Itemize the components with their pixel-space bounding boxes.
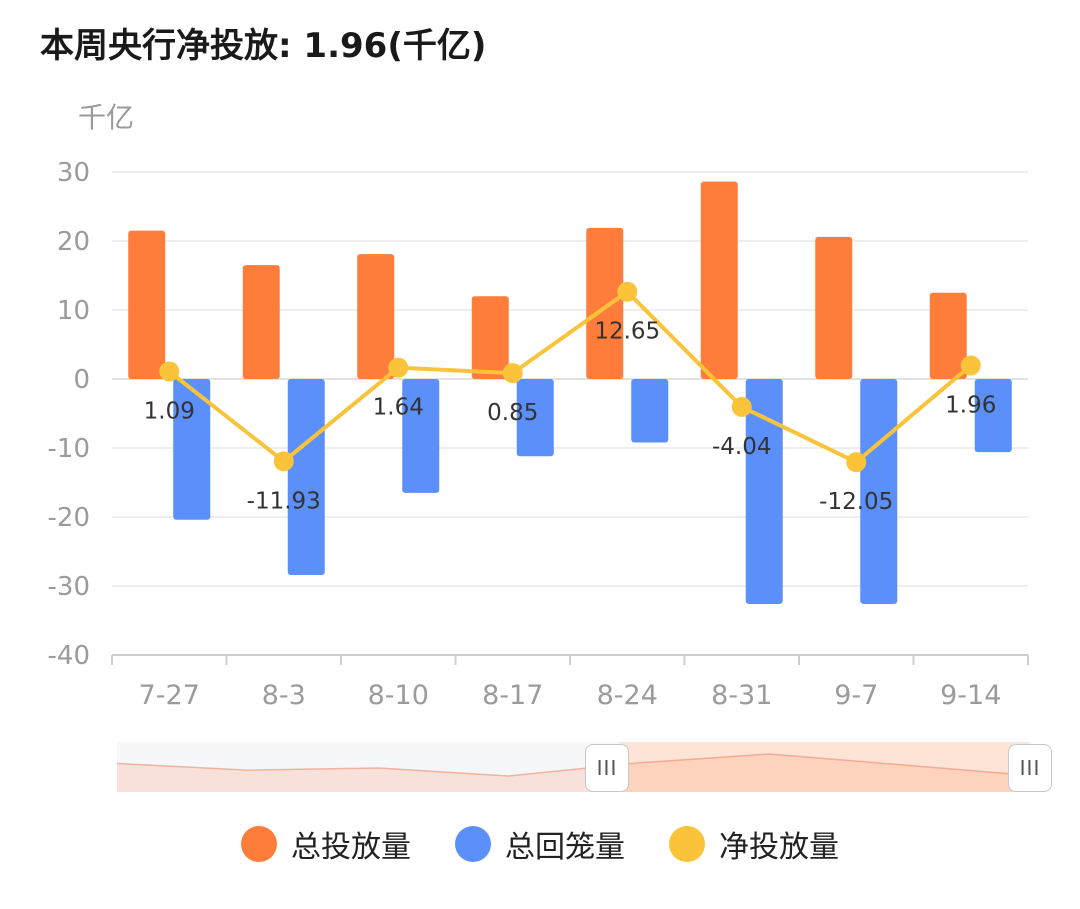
net-injection-data-label: 1.96 (945, 392, 996, 418)
net-injection-data-label: 0.85 (487, 400, 538, 426)
y-tick-label: -10 (48, 434, 90, 464)
net-injection-data-label: -12.05 (819, 489, 893, 515)
chart-legend: 总投放量 总回笼量 净投放量 (0, 822, 1080, 866)
net-injection-data-label: 1.64 (373, 395, 424, 421)
y-tick-label: -40 (48, 641, 90, 671)
bar-total-injection (471, 296, 509, 379)
net-injection-line (168, 289, 973, 465)
legend-label: 总投放量 (291, 830, 411, 865)
net-injection-point (960, 355, 981, 376)
legend-dot-total-injection (241, 826, 277, 862)
slider-handle-icon: III (1019, 756, 1041, 780)
slider-start-handle[interactable]: III (585, 744, 629, 792)
net-injection-point (846, 452, 867, 473)
y-tick-label: 30 (57, 158, 90, 188)
net-injection-point (388, 357, 409, 378)
x-tick-label: 7-27 (139, 680, 200, 711)
net-injection-point (731, 396, 752, 417)
bar-total-withdrawal (173, 379, 211, 520)
net-injection-point (617, 281, 638, 302)
legend-item-total-withdrawal[interactable]: 总回笼量 (455, 822, 625, 866)
y-tick-label: -30 (48, 572, 90, 602)
legend-label: 总回笼量 (505, 830, 625, 865)
x-tick-label: 8-17 (482, 680, 543, 711)
legend-label: 净投放量 (719, 830, 839, 865)
bar-total-injection (242, 265, 280, 379)
bar-total-injection (586, 227, 624, 379)
bar-total-injection (929, 292, 967, 379)
x-tick-label: 8-10 (368, 680, 429, 711)
legend-dot-total-withdrawal (455, 826, 491, 862)
net-injection-data-label: -4.04 (712, 434, 772, 460)
bar-total-withdrawal (745, 379, 783, 604)
slider-preview-line (116, 753, 1031, 777)
slider-preview-area (117, 754, 1030, 792)
net-injection-point (502, 363, 523, 384)
x-tick-label: 9-7 (834, 680, 878, 711)
legend-dot-net-injection (669, 826, 705, 862)
y-tick-label: -20 (48, 503, 90, 533)
slider-selected-window (619, 742, 1030, 792)
y-tick-label: 10 (57, 296, 90, 326)
bar-total-injection (357, 254, 395, 379)
x-tick-label: 8-31 (711, 680, 772, 711)
net-injection-data-label: 1.09 (144, 398, 195, 424)
bar-total-injection (128, 230, 166, 379)
y-axis-unit-label: 千亿 (78, 101, 135, 134)
bar-total-withdrawal (516, 379, 554, 457)
y-tick-label: 20 (57, 227, 90, 257)
page-title: 本周央行净投放: 1.96(千亿) (40, 26, 487, 66)
net-injection-point (159, 361, 180, 382)
net-injection-data-label: 12.65 (594, 319, 660, 345)
slider-end-handle[interactable]: III (1008, 744, 1052, 792)
bar-total-injection (815, 236, 853, 379)
x-tick-label: 8-3 (262, 680, 306, 711)
x-tick-label: 9-14 (940, 680, 1001, 711)
x-tick-label: 8-24 (597, 680, 658, 711)
net-injection-data-label: -11.93 (247, 488, 321, 514)
bar-total-withdrawal (631, 379, 669, 443)
bar-total-withdrawal (974, 379, 1012, 453)
bar-total-injection (700, 181, 738, 379)
legend-item-total-injection[interactable]: 总投放量 (241, 822, 411, 866)
net-injection-point (273, 451, 294, 472)
bar-total-withdrawal (402, 379, 440, 493)
bar-total-withdrawal (287, 379, 325, 575)
y-tick-label: 0 (73, 365, 90, 395)
slider-handle-icon: III (596, 756, 618, 780)
legend-item-net-injection[interactable]: 净投放量 (669, 822, 839, 866)
